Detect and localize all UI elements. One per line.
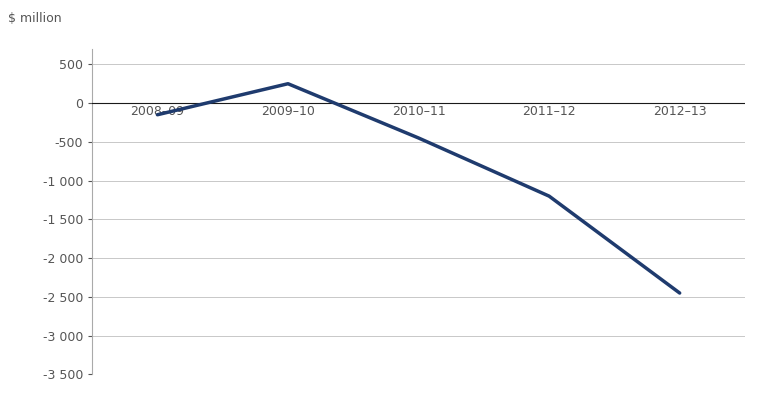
Text: 2012–13: 2012–13 xyxy=(653,105,707,118)
Text: 2009–10: 2009–10 xyxy=(261,105,315,118)
Text: 2011–12: 2011–12 xyxy=(522,105,576,118)
Text: $ million: $ million xyxy=(8,12,61,25)
Text: 2010–11: 2010–11 xyxy=(392,105,445,118)
Text: 2008–09: 2008–09 xyxy=(131,105,184,118)
